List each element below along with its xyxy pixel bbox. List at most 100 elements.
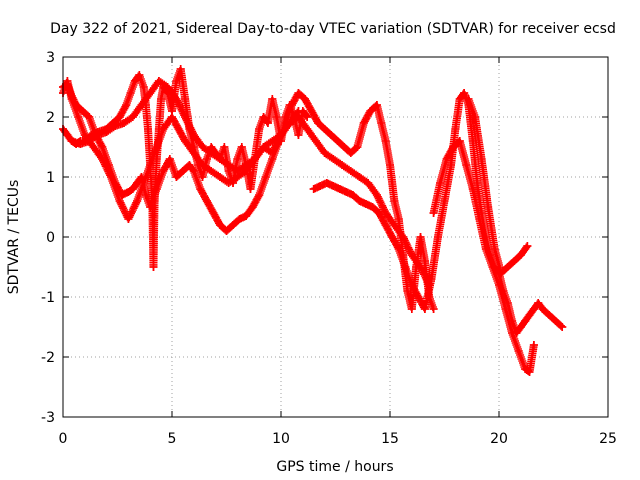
- data-point: [364, 179, 373, 187]
- data-point: [551, 317, 560, 325]
- data-point: [545, 311, 554, 319]
- data-point: [455, 137, 464, 145]
- data-point: [381, 209, 390, 217]
- data-point: [215, 221, 224, 229]
- data-point: [122, 101, 131, 109]
- data-point: [63, 131, 72, 139]
- data-point: [468, 137, 477, 145]
- data-point: [255, 191, 264, 199]
- data-point: [488, 263, 497, 271]
- data-point: [490, 245, 499, 253]
- data-point: [67, 95, 76, 103]
- data-point: [120, 119, 129, 127]
- data-point: [451, 125, 460, 133]
- data-point: [316, 182, 325, 190]
- data-point: [154, 77, 163, 85]
- data-point: [355, 173, 364, 181]
- data-point: [149, 263, 158, 271]
- series-ecsd-track-5: [309, 89, 567, 337]
- data-point: [246, 185, 255, 193]
- data-point: [346, 167, 355, 175]
- data-point: [388, 233, 397, 241]
- data-point: [137, 101, 146, 109]
- data-point: [407, 251, 416, 259]
- data-point: [377, 119, 386, 127]
- data-point: [202, 155, 211, 163]
- chart-title: Day 322 of 2021, Sidereal Day-to-day VTE…: [50, 21, 616, 37]
- data-point: [139, 83, 148, 91]
- data-point: [146, 89, 155, 97]
- data-point: [329, 182, 338, 190]
- data-point: [359, 119, 368, 127]
- data-point: [198, 161, 207, 169]
- y-tick-label: -2: [41, 350, 55, 366]
- data-point: [521, 365, 530, 373]
- x-tick-label: 25: [599, 431, 617, 447]
- data-point: [471, 113, 480, 121]
- data-point: [215, 173, 224, 181]
- data-point: [172, 173, 181, 181]
- data-point: [98, 143, 107, 151]
- data-point: [250, 155, 259, 163]
- data-point: [525, 311, 534, 319]
- data-point: [242, 161, 251, 169]
- data-point: [189, 167, 198, 175]
- data-point: [300, 95, 309, 103]
- series-ecsd-track-7: [464, 95, 532, 277]
- data-point: [468, 185, 477, 193]
- data-point: [268, 149, 277, 157]
- data-point: [235, 215, 244, 223]
- data-point: [268, 137, 277, 145]
- series-ecsd-track-3: [59, 77, 303, 223]
- data-point: [311, 137, 320, 145]
- data-point: [98, 155, 107, 163]
- series-markers: [309, 89, 567, 337]
- data-point: [207, 167, 216, 175]
- data-point: [394, 215, 403, 223]
- data-point: [372, 191, 381, 199]
- data-point: [133, 179, 142, 187]
- data-point: [516, 323, 525, 331]
- data-point: [429, 305, 438, 313]
- data-point: [538, 305, 547, 313]
- data-point: [181, 113, 190, 121]
- data-point: [407, 281, 416, 289]
- data-point: [85, 137, 94, 145]
- data-point: [320, 149, 329, 157]
- data-point: [416, 233, 425, 241]
- data-point: [224, 179, 233, 187]
- data-point: [303, 113, 312, 121]
- data-point: [189, 131, 198, 139]
- x-tick-label: 5: [168, 431, 177, 447]
- data-point: [222, 227, 231, 235]
- data-point: [181, 95, 190, 103]
- data-point: [462, 161, 471, 169]
- data-point: [335, 185, 344, 193]
- data-point: [215, 155, 224, 163]
- y-tick-label: -3: [41, 410, 55, 426]
- data-point: [229, 221, 238, 229]
- data-point: [176, 65, 185, 73]
- data-point: [196, 185, 205, 193]
- data-point: [150, 149, 159, 157]
- y-tick-label: 0: [46, 230, 55, 246]
- data-point: [268, 95, 277, 103]
- data-point: [529, 341, 538, 349]
- data-point: [420, 305, 429, 313]
- data-point: [464, 95, 473, 103]
- series-ecsd-track-6: [429, 137, 538, 376]
- x-tick-label: 15: [381, 431, 399, 447]
- data-point: [460, 89, 469, 97]
- data-point: [115, 197, 124, 205]
- data-point: [259, 143, 268, 151]
- data-point: [272, 113, 281, 121]
- data-point: [558, 323, 567, 331]
- data-point: [165, 155, 174, 163]
- data-point: [386, 161, 394, 169]
- data-point: [124, 215, 133, 223]
- data-point: [348, 191, 357, 199]
- data-point: [525, 368, 534, 376]
- data-point: [141, 191, 150, 199]
- data-point: [133, 197, 142, 205]
- data-point: [481, 245, 490, 253]
